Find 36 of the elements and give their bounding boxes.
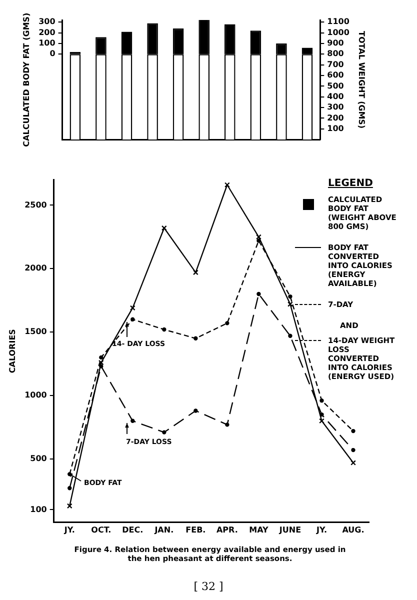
y-tick-label: 0 <box>50 49 56 58</box>
y-tick-label: 100 <box>38 38 56 48</box>
y2-axis-title: TOTAL WEIGHT (GMS) <box>357 31 366 129</box>
legend-title: LEGEND <box>328 178 374 189</box>
x-tick-label: JY. <box>315 525 327 534</box>
x-tick-label: DEC. <box>122 525 144 534</box>
x-tick-label: JY. <box>63 525 75 534</box>
y2-tick-label: 1100 <box>327 17 350 26</box>
x-tick-label: FEB. <box>186 525 206 534</box>
y-axis-title: CALCULATED BODY FAT (GMS) <box>22 12 31 147</box>
y2-tick-label: 800 <box>327 49 344 58</box>
y2-tick-label: 900 <box>327 38 344 48</box>
x-tick-label: MAY <box>249 525 268 534</box>
x-tick-label: OCT. <box>91 525 112 534</box>
x-tick-label: APR. <box>216 525 238 534</box>
y2-tick-label: 1000 <box>327 28 350 37</box>
y-tick-label: 100 <box>30 504 48 514</box>
y2-tick-label: 300 <box>327 102 344 112</box>
y-axis-title: CALORIES <box>8 328 17 374</box>
y-tick-label: 1500 <box>24 327 48 336</box>
y2-tick-label: 600 <box>327 70 344 80</box>
y-tick-label: 500 <box>30 454 48 464</box>
y-tick-label: 300 <box>38 17 56 26</box>
text: [ 32 ] <box>192 580 224 593</box>
y2-tick-label: 400 <box>327 92 344 101</box>
y2-tick-label: 100 <box>327 124 344 133</box>
y2-tick-label: 700 <box>327 60 344 69</box>
y-tick-label: 200 <box>38 28 56 37</box>
y-tick-label: 2000 <box>24 264 48 273</box>
x-tick-label: JAN. <box>154 525 174 534</box>
y2-tick-label: 200 <box>327 113 344 122</box>
x-tick-label: JUNE <box>278 525 302 534</box>
y-tick-label: 2500 <box>24 200 48 210</box>
x-tick-label: AUG. <box>342 525 364 534</box>
y-tick-label: 1000 <box>24 390 48 400</box>
y2-tick-label: 500 <box>327 81 344 90</box>
